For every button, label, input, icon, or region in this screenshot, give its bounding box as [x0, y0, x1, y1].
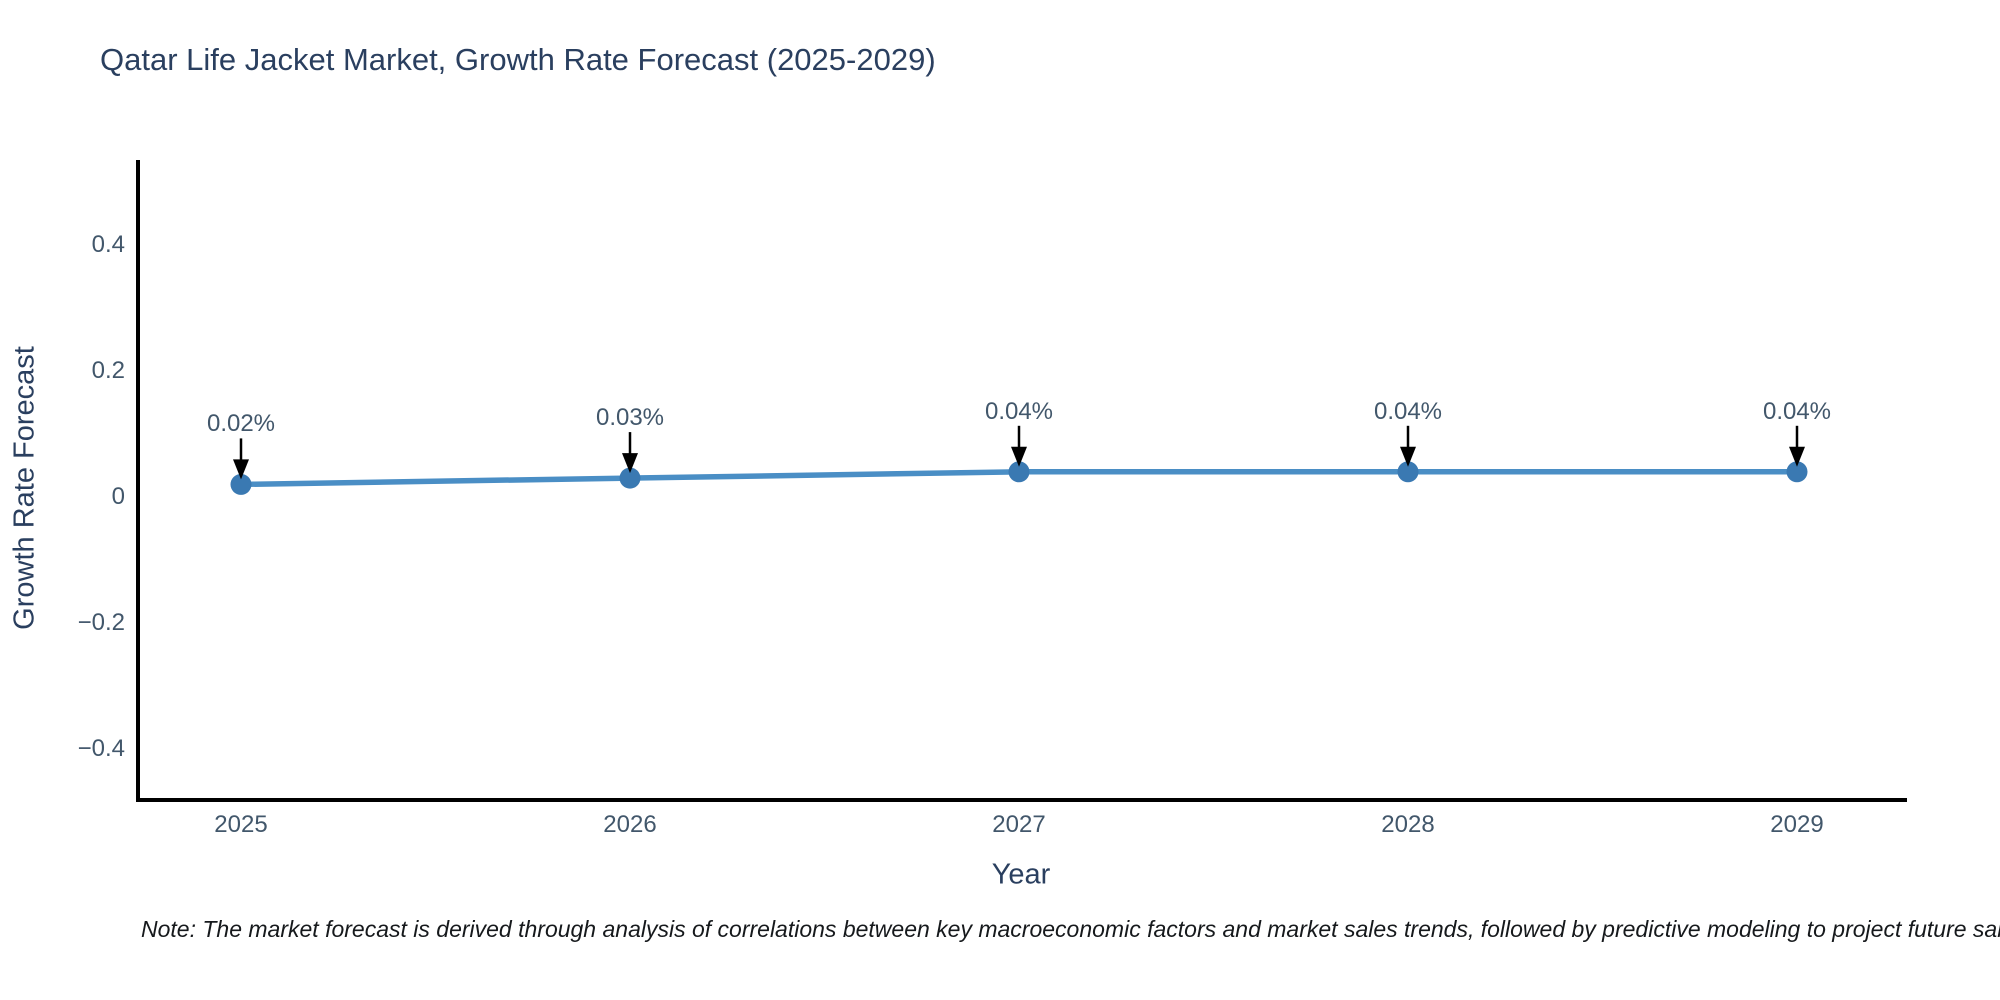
point-value-label: 0.04%: [1762, 397, 1832, 425]
data-point-marker: [230, 473, 252, 495]
x-axis-line: [136, 798, 1907, 802]
data-point-marker: [1008, 461, 1030, 483]
x-tick-label: 2026: [603, 811, 657, 838]
annotation-arrow-head-icon: [1789, 446, 1805, 467]
y-tick-label: 0.4: [91, 231, 125, 258]
point-value-label: 0.02%: [206, 410, 276, 438]
data-point-marker: [1786, 461, 1808, 483]
point-value-label: 0.04%: [984, 397, 1054, 425]
x-tick-label: 2027: [992, 811, 1046, 838]
point-value-label: 0.04%: [1373, 397, 1443, 425]
x-axis-title: Year: [991, 858, 1051, 891]
chart-title: Qatar Life Jacket Market, Growth Rate Fo…: [100, 42, 936, 77]
y-tick-label: −0.4: [77, 735, 125, 762]
annotation-arrow-head-icon: [622, 453, 638, 474]
x-tick-label: 2029: [1770, 811, 1824, 838]
y-axis-line: [136, 160, 140, 802]
annotation-arrow-head-icon: [1400, 446, 1416, 467]
x-tick-label: 2025: [214, 811, 268, 838]
y-tick-label: −0.2: [77, 609, 125, 636]
x-tick-label: 2028: [1381, 811, 1435, 838]
point-value-label: 0.03%: [595, 404, 665, 432]
data-point-marker: [1397, 461, 1419, 483]
data-point-marker: [619, 467, 641, 489]
y-tick-label: 0: [111, 483, 125, 510]
footnote: Note: The market forecast is derived thr…: [141, 916, 2000, 942]
y-tick-label: 0.2: [91, 357, 125, 384]
annotation-arrow-head-icon: [1011, 446, 1027, 467]
annotation-arrow-head-icon: [233, 459, 249, 480]
